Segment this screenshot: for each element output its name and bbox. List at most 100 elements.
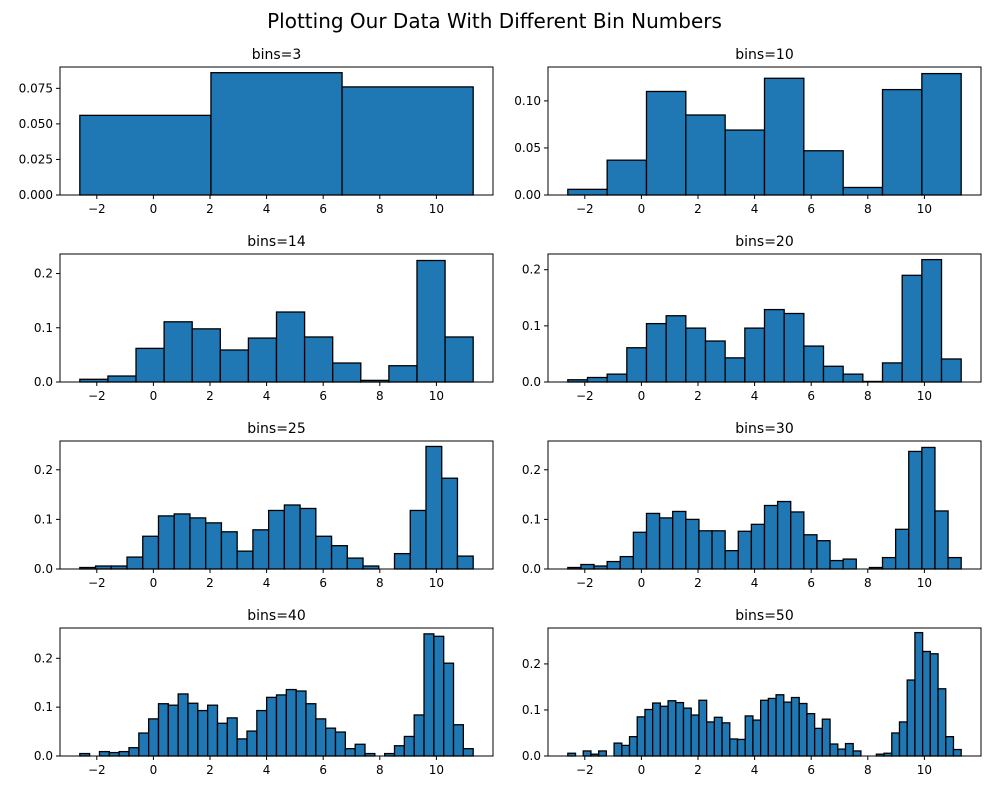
histogram-bar	[901, 274, 923, 383]
histogram-bar	[163, 321, 193, 383]
x-tick-label: 6	[807, 389, 815, 403]
y-tick-label: 0.1	[34, 512, 53, 526]
histogram-bar	[775, 694, 785, 757]
histogram-bar	[425, 445, 443, 570]
histogram-bar	[844, 742, 854, 757]
subplot-8: bins=50 −2 0 2 4 6 8 10 0.0 0.1 0.2	[522, 608, 982, 777]
x-tick-label: −2	[88, 202, 106, 216]
histogram-bar	[79, 114, 212, 196]
histogram-bar	[267, 509, 286, 570]
histogram-bar	[157, 703, 169, 757]
histogram-bar	[737, 530, 753, 570]
histogram-bar	[598, 750, 608, 757]
histogram-bar	[619, 555, 635, 570]
x-tick-label: 0	[150, 389, 158, 403]
histogram-bar	[724, 357, 746, 383]
histogram-bar	[894, 528, 910, 570]
histogram-bar	[567, 188, 608, 196]
subplot-4: bins=20 −2 0 2 4 6 8 10 0.0 0.1 0.2	[522, 234, 982, 403]
subplot-5: bins=25 −2 0 2 4 6 8 10 0.0 0.1 0.2	[34, 421, 494, 590]
subplot-title: bins=25	[247, 421, 306, 437]
histogram-bar	[330, 545, 348, 570]
histogram-bar	[881, 556, 897, 570]
histogram-bar	[842, 558, 857, 570]
histogram-bar	[606, 560, 621, 570]
histogram-bar	[413, 714, 425, 757]
histogram-bar	[157, 515, 175, 570]
y-tick-label: 0.1	[522, 319, 541, 333]
histogram-bar	[628, 736, 638, 757]
x-tick-label: 6	[319, 389, 327, 403]
histogram-bar	[173, 513, 191, 570]
histogram-bar	[606, 159, 648, 196]
histogram-bar	[934, 510, 949, 570]
y-tick-label: 0.0	[34, 562, 53, 576]
histogram-bar	[107, 375, 137, 383]
histogram-bar	[456, 555, 474, 570]
histogram-bar	[881, 362, 903, 383]
histogram-bar	[409, 509, 427, 570]
x-tick-label: 2	[694, 763, 702, 777]
histogram-bar	[952, 748, 962, 757]
x-tick-label: 4	[751, 202, 759, 216]
y-tick-label: 0.2	[34, 267, 53, 281]
y-tick-label: 0.050	[19, 117, 53, 131]
subplot-7: bins=40 −2 0 2 4 6 8 10 0.0 0.1 0.2	[34, 608, 494, 777]
histogram-bar	[187, 702, 199, 757]
x-tick-label: 10	[917, 576, 932, 590]
y-tick-label: 0.2	[522, 657, 541, 671]
histogram-bar	[898, 721, 908, 757]
x-tick-label: 6	[807, 202, 815, 216]
y-tick-label: 0.075	[19, 81, 53, 95]
figure-title: Plotting Our Data With Different Bin Num…	[267, 9, 722, 33]
histogram-bar	[945, 736, 955, 757]
histogram-bar	[256, 709, 268, 757]
histogram-bar	[685, 327, 707, 383]
subplot-title: bins=30	[735, 421, 794, 437]
histogram-bar	[842, 186, 884, 196]
histogram-bar	[806, 712, 816, 757]
x-tick-label: −2	[88, 763, 106, 777]
y-tick-label: 0.2	[522, 463, 541, 477]
histogram-bar	[403, 735, 415, 757]
histogram-bar	[416, 259, 446, 383]
histogram-bar	[189, 517, 207, 570]
histogram-bar	[752, 719, 762, 757]
x-tick-label: 0	[150, 202, 158, 216]
histogram-bar	[744, 715, 754, 757]
x-tick-label: 4	[263, 389, 271, 403]
axes-frame	[547, 66, 982, 196]
histogram-bar	[667, 700, 677, 757]
histogram-bar	[433, 635, 445, 757]
histogram-bar	[837, 748, 847, 757]
histogram-bar	[636, 716, 646, 757]
histogram-bar	[675, 701, 685, 757]
y-tick-label: 0.0	[522, 562, 541, 576]
subplot-1: bins=3 −2 0 2 4 6 8 10 0.000 0.025 0.050 0.075	[19, 47, 494, 216]
histogram-bar	[334, 731, 346, 757]
histogram-bar	[354, 743, 366, 757]
x-tick-label: 2	[694, 202, 702, 216]
histogram-bar	[246, 730, 258, 757]
histogram-bar	[393, 745, 405, 757]
y-tick-label: 0.2	[34, 651, 53, 665]
y-tick-label: 0.000	[19, 188, 53, 202]
y-tick-label: 0.1	[522, 512, 541, 526]
axes-frame	[547, 627, 982, 757]
histogram-bar	[220, 531, 238, 570]
x-tick-label: 0	[638, 202, 646, 216]
histogram-bar	[803, 150, 844, 196]
histogram-bar	[682, 707, 692, 757]
histogram-bar	[219, 349, 250, 383]
axes-frame	[547, 253, 982, 383]
x-tick-label: 8	[376, 389, 384, 403]
subplot-title: bins=50	[735, 608, 794, 624]
histogram-bar	[191, 328, 221, 383]
x-tick-label: −2	[88, 576, 106, 590]
x-tick-label: 10	[917, 389, 932, 403]
axes-frame	[59, 253, 494, 383]
histogram-bar	[937, 688, 947, 757]
histogram-bar	[315, 718, 327, 757]
histogram-bar	[423, 633, 435, 757]
